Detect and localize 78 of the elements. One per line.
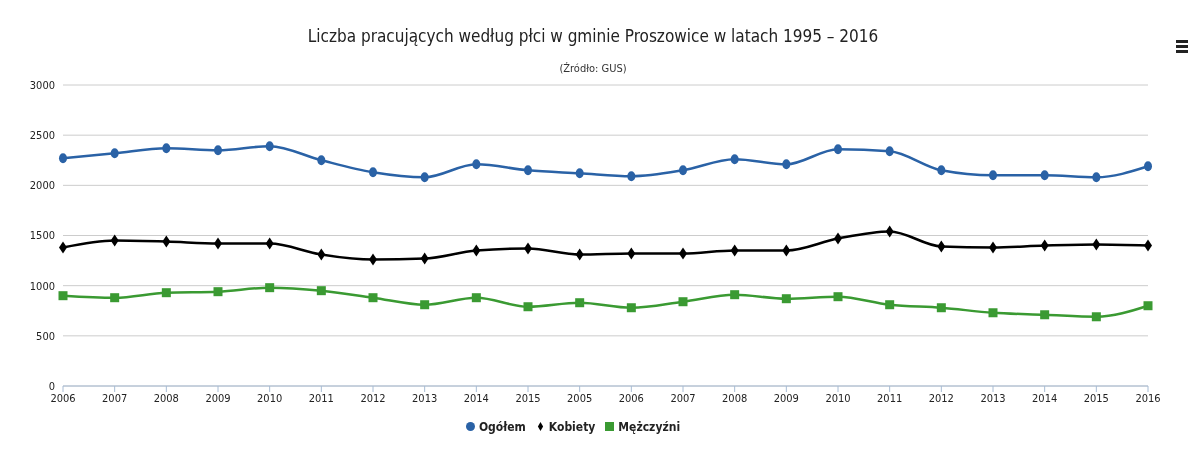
chart-title: Liczba pracujących według płci w gminie Proszowice w latach 1995 – 2016: [306, 25, 880, 46]
point: [1040, 310, 1050, 320]
x-tick-label: 2016: [1135, 391, 1161, 405]
x-tick-label: 2010: [257, 391, 283, 405]
point: [59, 153, 67, 164]
point: [317, 155, 326, 166]
point: [472, 159, 481, 170]
point: [58, 291, 68, 301]
point: [1040, 170, 1049, 181]
point: [316, 286, 326, 296]
y-tick-label: 1000: [29, 279, 55, 293]
point: [368, 293, 378, 303]
point: [110, 293, 120, 303]
x-tick-label: 2005: [567, 391, 593, 405]
point: [471, 293, 481, 303]
y-tick-label: 2000: [29, 179, 55, 193]
point: [420, 300, 430, 310]
point: [627, 171, 636, 182]
y-tick-label: 3000: [29, 78, 55, 92]
x-tick-label: 2009: [205, 391, 231, 405]
point: [988, 308, 998, 318]
point: [265, 283, 275, 293]
x-tick-label: 2006: [50, 391, 76, 405]
x-tick-label: 2006: [618, 391, 644, 405]
point: [937, 165, 946, 176]
point: [989, 170, 997, 181]
x-tick-label: 2008: [153, 391, 179, 405]
point: [1092, 172, 1101, 183]
x-tick-label: 2013: [980, 391, 1006, 405]
chart-subtitle: (Źródło: GUS): [558, 62, 628, 75]
point: [730, 290, 740, 300]
point: [110, 148, 119, 159]
point: [213, 287, 223, 297]
legend-label: Mężczyźni: [618, 420, 681, 434]
point: [369, 167, 377, 178]
x-tick-label: 2015: [515, 391, 541, 405]
point: [265, 141, 274, 152]
x-tick-label: 2009: [773, 391, 799, 405]
point: [1091, 312, 1101, 322]
x-tick-label: 2013: [412, 391, 438, 405]
point: [1143, 301, 1153, 311]
legend-label: Ogółem: [478, 420, 526, 434]
point: [885, 146, 894, 157]
point: [782, 159, 791, 170]
point: [833, 292, 843, 302]
point: [885, 300, 895, 310]
y-tick-label: 500: [36, 329, 55, 343]
point: [834, 144, 842, 155]
point: [730, 154, 739, 165]
x-tick-label: 2010: [825, 391, 851, 405]
point: [523, 302, 533, 312]
point: [781, 294, 791, 304]
x-tick-label: 2014: [1032, 391, 1058, 405]
point: [1144, 161, 1152, 172]
point: [626, 303, 636, 313]
y-tick-label: 0: [48, 379, 55, 393]
x-tick-label: 2011: [877, 391, 903, 405]
x-tick-label: 2012: [928, 391, 954, 405]
point: [936, 303, 946, 313]
x-tick-label: 2007: [670, 391, 696, 405]
point: [679, 165, 687, 176]
y-tick-label: 2500: [29, 129, 55, 143]
point: [575, 168, 584, 179]
x-tick-label: 2015: [1083, 391, 1109, 405]
point: [575, 298, 585, 308]
point: [420, 172, 429, 183]
y-tick-label: 1500: [29, 229, 55, 243]
point: [162, 143, 171, 154]
point: [678, 297, 688, 307]
point: [524, 165, 532, 176]
x-tick-label: 2007: [102, 391, 128, 405]
x-tick-label: 2008: [722, 391, 748, 405]
x-tick-label: 2012: [360, 391, 386, 405]
x-tick-label: 2011: [308, 391, 334, 405]
point: [161, 288, 171, 298]
x-tick-label: 2014: [463, 391, 489, 405]
point: [214, 145, 222, 156]
legend-label: Kobiety: [548, 420, 596, 434]
